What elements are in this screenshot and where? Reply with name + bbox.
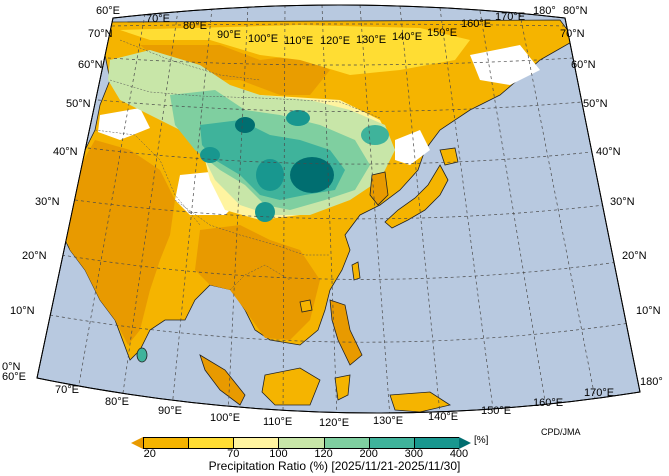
credit-label: CPD/JMA <box>541 427 581 437</box>
land-sulawesi <box>334 374 351 401</box>
land-hokkaido <box>439 147 459 166</box>
colorbar-tick-label: 200 <box>359 448 378 460</box>
lon-label-top-180: 180° <box>533 5 556 17</box>
lat-label-right-60: 60°N <box>571 59 596 71</box>
lon-label-bottom-110: 110°E <box>263 416 292 428</box>
land-taiwan <box>351 261 361 281</box>
region-wet-6 <box>361 125 389 145</box>
colorbar-segment-5 <box>323 437 369 449</box>
lon-label-top-170: 170°E <box>495 11 525 23</box>
map-frame <box>36 4 641 414</box>
region-wet-extreme-2 <box>256 159 284 191</box>
colorbar-segment-1 <box>143 437 189 449</box>
region-wet-7 <box>200 147 220 163</box>
lat-label-left-10: 10°N <box>10 305 35 317</box>
lon-label-bottom-180: 180° <box>640 376 663 388</box>
region-wet-extreme-1 <box>290 157 334 193</box>
colorbar-tick-label: 20 <box>143 448 156 460</box>
lat-label-left-40: 40°N <box>53 146 78 158</box>
lat-label-right-80: 80°N <box>563 5 588 17</box>
land-korea <box>369 171 389 206</box>
lon-label-bottom-120: 120°E <box>319 417 349 429</box>
lon-label-top-130: 130°E <box>356 34 386 46</box>
lon-label-bottom-100: 100°E <box>210 412 240 424</box>
left-lat-labels: 0°N 10°N 20°N 30°N 40°N 50°N 60°N 70°N <box>2 28 113 373</box>
lon-label-bottom-70: 70°E <box>55 384 79 396</box>
lon-label-bottom-150: 150°E <box>481 405 511 417</box>
lon-label-bottom-130: 130°E <box>373 415 403 427</box>
right-lat-labels: 10°N 20°N 30°N 40°N 50°N 60°N 70°N 80°N <box>560 5 661 317</box>
top-lon-labels: 60°E 70°E 80°E 90°E 100°E 110°E 120°E 13… <box>96 5 556 47</box>
lon-label-top-160: 160°E <box>461 18 491 30</box>
colorbar-tick-label: 100 <box>269 448 288 460</box>
lat-label-right-70: 70°N <box>560 28 585 40</box>
colorbar-segment-6 <box>368 437 414 449</box>
colorbar-segment-2 <box>188 437 234 449</box>
lon-label-top-90: 90°E <box>217 29 241 41</box>
region-wet-extreme-5 <box>255 202 275 222</box>
region-wet-extreme-4 <box>286 110 310 126</box>
bottom-lon-labels: 60°E 70°E 80°E 90°E 100°E 110°E 120°E 13… <box>2 371 663 429</box>
lat-label-right-20: 20°N <box>622 250 647 262</box>
land-hainan <box>299 299 313 313</box>
lat-label-right-10: 10°N <box>636 305 661 317</box>
colorbar-tick-label: 300 <box>404 448 424 460</box>
lon-label-bottom-170: 170°E <box>584 387 614 399</box>
legend-colorbar <box>131 437 471 449</box>
colorbar-segment-below-20 <box>131 437 143 449</box>
lon-label-bottom-90: 90°E <box>158 405 182 417</box>
lon-label-top-100: 100°E <box>248 33 278 45</box>
colorbar-segment-7 <box>413 437 459 449</box>
legend-unit: [%] <box>474 435 489 446</box>
land-japan <box>384 164 449 229</box>
colorbar-tick-label: 70 <box>227 448 240 460</box>
lon-label-top-110: 110°E <box>284 35 313 47</box>
land-sri-lanka <box>136 347 148 363</box>
lat-label-left-50: 50°N <box>66 98 91 110</box>
lat-label-left-20: 20°N <box>22 250 47 262</box>
region-dry-south-asia <box>60 140 175 345</box>
colorbar-segment-above-400 <box>459 437 471 449</box>
land-sumatra <box>199 354 246 406</box>
region-dry-central <box>195 225 320 340</box>
lon-label-bottom-140: 140°E <box>428 411 458 423</box>
colorbar-segment-4 <box>278 437 324 449</box>
lat-label-right-30: 30°N <box>610 196 635 208</box>
lat-label-left-60: 60°N <box>78 59 103 71</box>
lat-label-right-40: 40°N <box>596 146 621 158</box>
lat-label-left-0: 0°N <box>2 361 21 373</box>
lat-label-left-30: 30°N <box>35 196 60 208</box>
lat-label-right-50: 50°N <box>583 98 608 110</box>
lon-label-top-140: 140°E <box>392 31 422 43</box>
nodata-manchuria <box>395 130 430 165</box>
region-near-normal-north <box>120 25 470 75</box>
colorbar-tick-label: 400 <box>449 448 469 460</box>
lon-label-top-80: 80°E <box>183 20 207 32</box>
colorbar-segment-3 <box>233 437 279 449</box>
colorbar-tick-label: 120 <box>314 448 333 460</box>
lon-label-top-120: 120°E <box>320 35 350 47</box>
lon-label-top-70: 70°E <box>146 13 170 25</box>
land-new-guinea <box>389 391 452 413</box>
country-borders <box>94 39 381 291</box>
lon-label-top-60: 60°E <box>96 5 120 17</box>
lon-label-bottom-60: 60°E <box>2 371 26 383</box>
lon-label-bottom-80: 80°E <box>105 396 129 408</box>
land-philippines <box>329 299 363 366</box>
lon-label-bottom-160: 160°E <box>533 397 563 409</box>
lon-label-top-150: 150°E <box>427 27 457 39</box>
lat-label-left-70: 70°N <box>88 28 113 40</box>
region-wet-extreme-3 <box>235 117 255 133</box>
map-caption: Precipitation Ratio (%) [2025/11/21-2025… <box>208 459 461 473</box>
land-borneo <box>261 367 321 406</box>
nodata-west <box>98 108 150 140</box>
